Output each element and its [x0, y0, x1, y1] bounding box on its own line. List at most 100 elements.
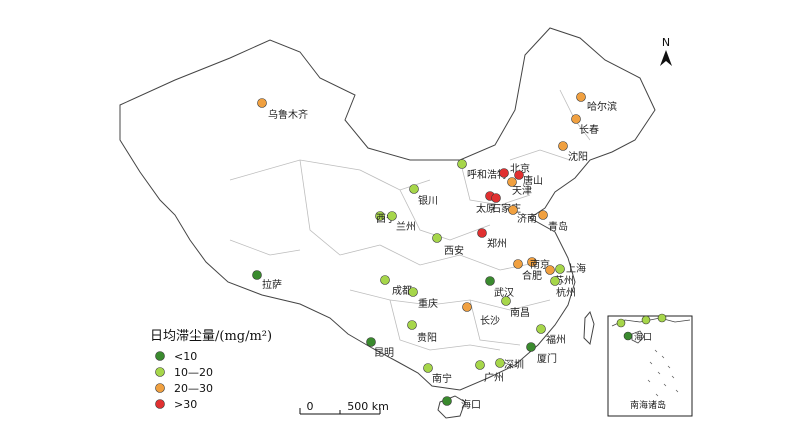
city-marker: 济南: [508, 205, 537, 225]
city-marker: 合肥: [513, 259, 542, 282]
scale-bar-start: 0: [307, 400, 314, 413]
city-point: [571, 114, 581, 124]
legend-items: <10 10—20 20—30 >30: [155, 350, 213, 411]
city-label: 长沙: [480, 315, 500, 327]
city-label: 哈尔滨: [587, 100, 617, 113]
city-point: [514, 170, 524, 180]
city-marker: 厦门: [526, 342, 557, 365]
city-point: [545, 265, 555, 275]
city-label: 银川: [418, 194, 438, 207]
north-arrow-icon: [660, 50, 672, 66]
city-point: [485, 276, 495, 286]
city-point: [375, 211, 385, 221]
legend-label: <10: [174, 350, 197, 363]
city-label: 杭州: [556, 286, 576, 299]
city-label: 太原: [476, 202, 496, 215]
legend-swatch: [155, 383, 165, 393]
city-marker: 唐山: [514, 170, 543, 187]
city-label: 呼和浩特: [467, 169, 507, 181]
inset-map: 海口 南海诸岛: [607, 313, 693, 417]
city-marker: 苏州: [545, 265, 574, 287]
city-marker: 深圳: [495, 358, 524, 371]
city-point: [491, 193, 501, 203]
city-marker: 成都: [380, 275, 412, 297]
city-marker: 银川: [409, 184, 438, 207]
city-point: [387, 211, 397, 221]
city-label: 北京: [510, 162, 530, 175]
city-label: 沈阳: [568, 150, 588, 163]
city-marker: 兰州: [387, 211, 416, 233]
city-marker: 武汉: [485, 276, 514, 299]
scale-bar-end: 500 km: [347, 400, 389, 413]
city-label: 乌鲁木齐: [268, 108, 308, 121]
legend-label: 10—20: [174, 366, 213, 379]
city-label: 昆明: [374, 347, 394, 359]
city-point: [477, 228, 487, 238]
city-marker: 福州: [536, 324, 566, 346]
city-label: 青岛: [548, 220, 568, 233]
city-marker: 乌鲁木齐: [257, 98, 308, 121]
legend-label: 20—30: [174, 382, 213, 395]
city-point: [432, 233, 442, 243]
city-marker: 青岛: [538, 210, 568, 233]
taiwan-island: [583, 310, 595, 346]
city-point: [527, 257, 537, 267]
legend-swatch: [155, 351, 165, 361]
city-label: 武汉: [494, 286, 514, 299]
city-label: 天津: [512, 185, 532, 197]
inset-islands: [647, 349, 679, 397]
city-marker: 南京: [527, 257, 550, 271]
city-point: [257, 98, 267, 108]
city-label: 贵阳: [417, 331, 437, 344]
city-point: [475, 360, 485, 370]
inset-point-1: [616, 318, 626, 328]
city-marker: 长沙: [462, 302, 500, 327]
city-label: 拉萨: [262, 278, 282, 291]
city-marker: 沈阳: [558, 141, 588, 163]
city-point: [495, 358, 505, 368]
inset-point-2: [641, 315, 651, 325]
city-marker: 长春: [571, 114, 599, 136]
city-point: [442, 396, 452, 406]
inset-hainan: [631, 330, 645, 344]
city-marker: 重庆: [408, 287, 438, 310]
inset-city-label: 海口: [634, 331, 652, 343]
legend-swatch: [155, 367, 165, 377]
city-point: [507, 177, 517, 187]
inset-point-4: [623, 331, 633, 341]
city-label: 海口: [461, 398, 481, 411]
city-point: [380, 275, 390, 285]
north-arrow-label: N: [662, 36, 670, 49]
legend: 日均滞尘量/(mg/m²) <10 10—20 20—30 >30: [150, 329, 272, 411]
city-label: 厦门: [537, 352, 557, 365]
city-marker: 海口: [442, 396, 481, 411]
city-points: 乌鲁木齐哈尔滨长春沈阳呼和浩特北京唐山天津银川太原石家庄济南西宁兰州西安郑州青岛…: [252, 92, 617, 411]
city-point: [550, 276, 560, 286]
city-marker: 南宁: [423, 363, 452, 385]
city-marker: 呼和浩特: [457, 159, 507, 181]
city-marker: 北京: [499, 162, 530, 178]
city-label: 兰州: [396, 220, 416, 233]
city-point: [555, 264, 565, 274]
city-marker: 南昌: [501, 296, 530, 319]
city-label: 唐山: [523, 174, 543, 187]
city-point: [538, 210, 548, 220]
city-point: [508, 205, 518, 215]
city-point: [423, 363, 433, 373]
city-point: [252, 270, 262, 280]
city-point: [409, 184, 419, 194]
city-marker: 昆明: [366, 337, 394, 359]
city-label: 郑州: [487, 237, 507, 250]
city-marker: 郑州: [477, 228, 507, 250]
city-marker: 贵阳: [407, 320, 437, 344]
country-outline: [119, 27, 656, 391]
city-point: [501, 296, 511, 306]
legend-swatch: [155, 399, 165, 409]
north-arrow: N: [660, 36, 672, 66]
city-label: 济南: [517, 212, 537, 225]
city-label: 福州: [546, 333, 566, 346]
city-label: 深圳: [504, 359, 524, 371]
inset-point-3: [657, 313, 667, 323]
city-label: 南京: [530, 258, 550, 271]
city-label: 成都: [392, 285, 412, 297]
